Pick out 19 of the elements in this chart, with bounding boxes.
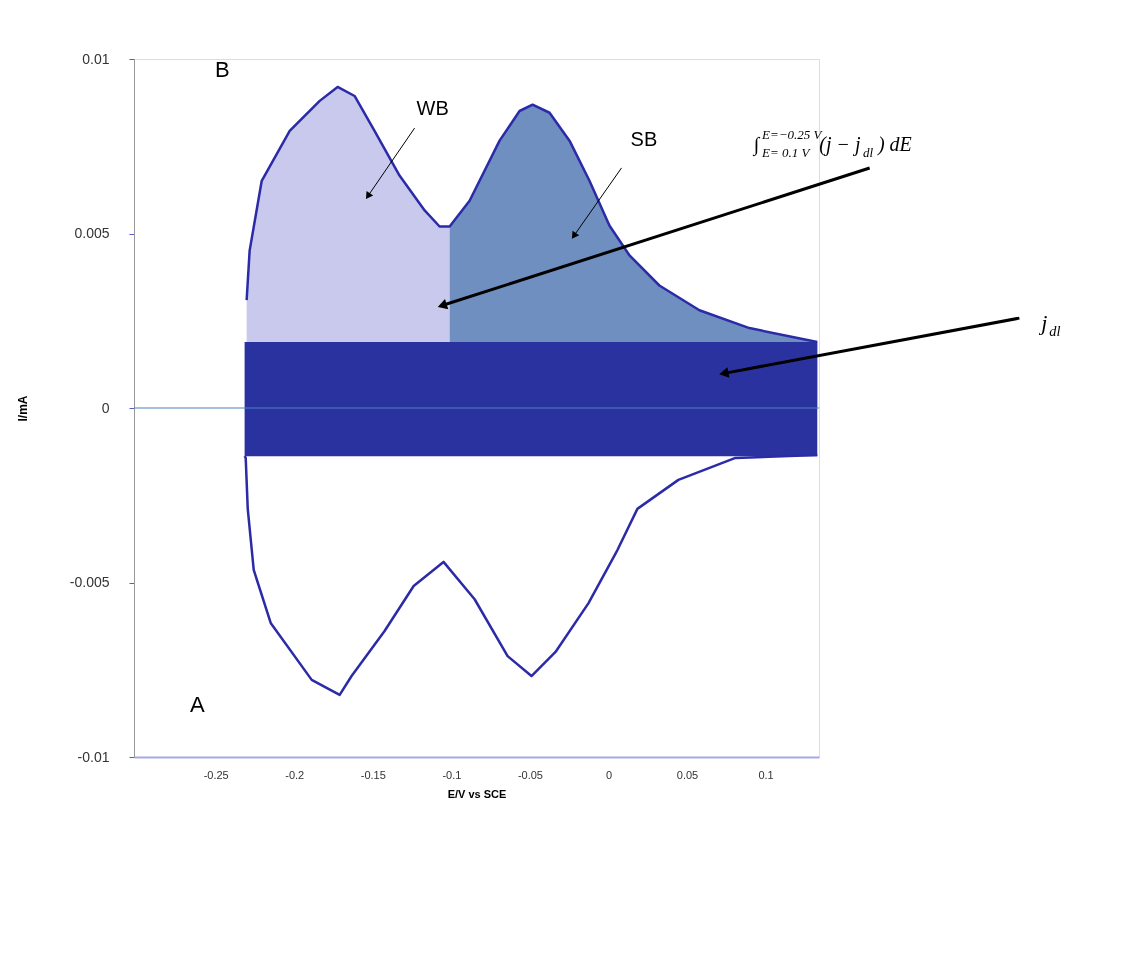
y-tick-label: 0.005 bbox=[74, 225, 110, 241]
y-tick-label: 0 bbox=[101, 399, 110, 416]
y-tick-label: -0.005 bbox=[69, 574, 110, 590]
x-tick-label: 0.1 bbox=[758, 768, 774, 781]
x-tick-label: 0.05 bbox=[676, 768, 699, 781]
x-tick-label: -0.2 bbox=[285, 768, 305, 781]
x-tick-label: -0.05 bbox=[517, 768, 543, 781]
x-tick-label: 0 bbox=[605, 768, 613, 781]
x-tick-label: -0.1 bbox=[442, 768, 462, 781]
annotation: A bbox=[190, 692, 205, 717]
x-axis-title: E/V vs SCE bbox=[447, 787, 507, 800]
x-tick-label: -0.15 bbox=[360, 768, 386, 781]
y-tick-label: -0.01 bbox=[77, 748, 110, 765]
y-tick-label: 0.01 bbox=[82, 50, 110, 67]
annotation: SB bbox=[630, 127, 658, 150]
y-axis-title: I/mA bbox=[15, 395, 30, 422]
annotation: WB bbox=[416, 97, 449, 120]
annotation: B bbox=[215, 57, 230, 82]
x-tick-label: -0.25 bbox=[203, 768, 229, 781]
